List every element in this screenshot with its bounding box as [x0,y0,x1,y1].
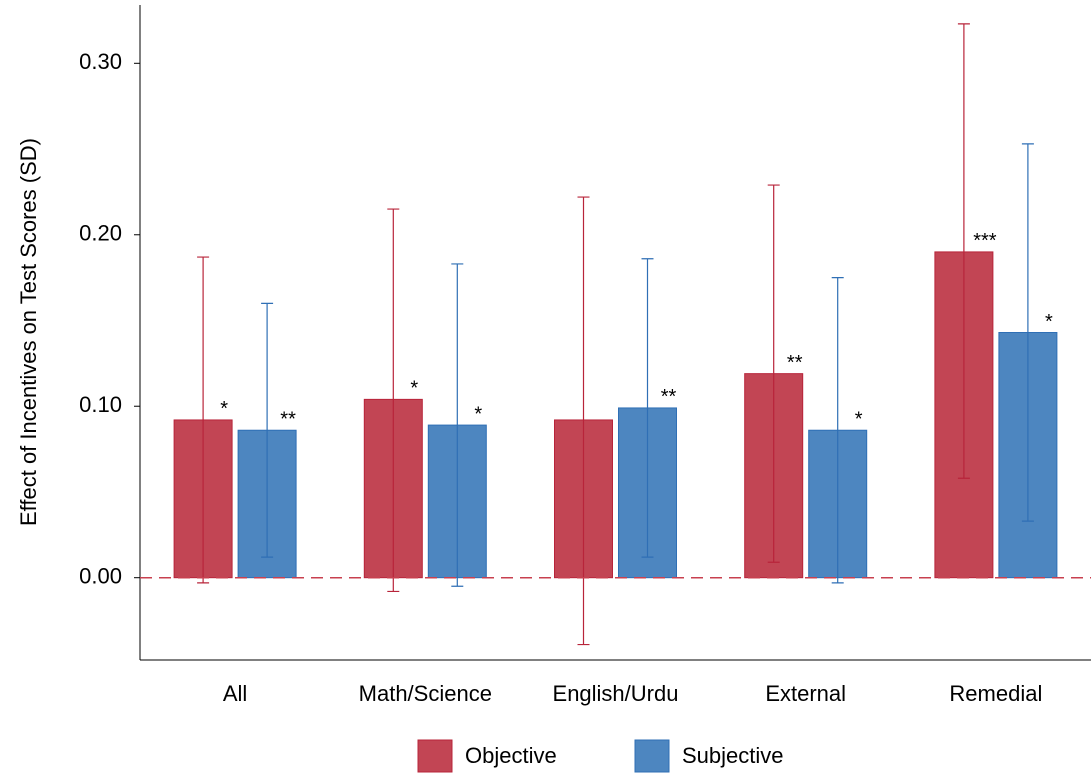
error-bar [767,184,780,563]
significance-label: * [220,398,228,420]
y-tick-label: 0.00 [79,564,122,589]
x-tick-label: Math/Science [359,681,492,706]
error-bar [831,277,844,584]
y-tick-label: 0.20 [79,221,122,246]
significance-label: ** [280,409,296,431]
significance-label: * [474,403,482,425]
error-bar [577,196,590,646]
y-axis-label: Effect of Incentives on Test Scores (SD) [16,138,41,526]
error-bar [451,263,464,587]
legend-swatch [417,739,453,773]
error-bar [641,258,654,558]
significance-label: ** [661,386,677,408]
y-tick-label: 0.10 [79,392,122,417]
significance-label: * [855,409,863,431]
legend-label: Objective [465,743,557,768]
error-bar [261,302,274,558]
significance-label: * [1045,311,1053,333]
x-tick-label: English/Urdu [553,681,679,706]
error-bar [1021,143,1034,522]
significance-label: * [410,378,418,400]
legend-swatch [634,739,670,773]
x-tick-label: Remedial [949,681,1042,706]
error-bar [957,23,970,479]
error-bar [197,256,210,584]
x-tick-label: All [223,681,247,706]
error-bar [387,208,400,593]
x-tick-label: External [765,681,846,706]
significance-label: *** [973,230,997,252]
legend-label: Subjective [682,743,784,768]
y-tick-label: 0.30 [79,49,122,74]
significance-label: ** [787,352,803,374]
